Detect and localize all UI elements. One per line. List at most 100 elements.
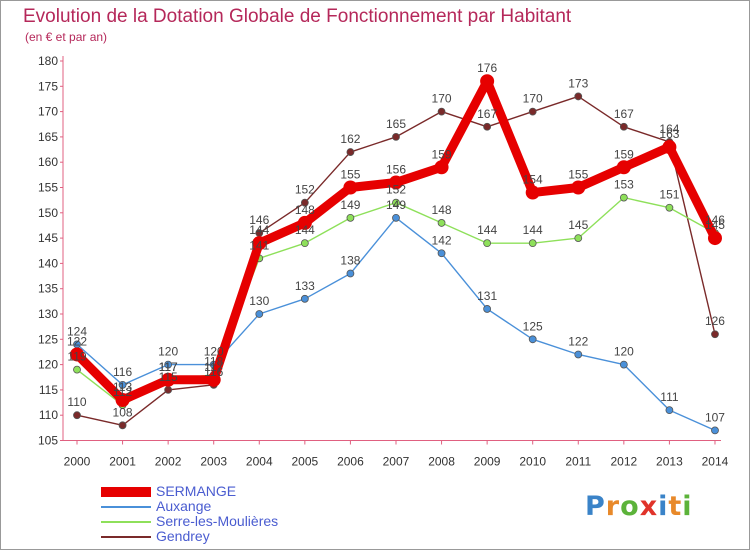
data-label-gendrey: 165: [386, 117, 406, 131]
data-point-serre-les-moulieres: [300, 239, 309, 248]
data-label-serre-les-moulieres: 146: [705, 213, 725, 227]
data-point-auxange: [619, 360, 628, 369]
data-label-sermange: 144: [249, 223, 269, 237]
logo-letter: P: [585, 491, 606, 522]
data-point-auxange: [164, 360, 173, 369]
legend-swatch-gendrey: [101, 536, 151, 538]
x-tick-label: 2002: [155, 455, 182, 469]
data-point-sermange: [252, 236, 267, 251]
y-tick-label: 180: [38, 54, 58, 68]
data-label-auxange: 120: [204, 345, 224, 359]
data-point-auxange: [392, 213, 400, 222]
x-tick-label: 2007: [383, 455, 410, 469]
data-label-serre-les-moulieres: 117: [159, 360, 178, 374]
data-point-gendrey: [619, 122, 628, 131]
data-point-auxange: [483, 305, 492, 313]
data-point-serre-les-moulieres: [437, 219, 446, 227]
data-label-gendrey: 108: [113, 405, 133, 419]
data-label-serre-les-moulieres: 144: [295, 223, 315, 237]
x-tick-label: 2012: [610, 455, 637, 469]
data-label-gendrey: 170: [432, 92, 452, 106]
data-label-serre-les-moulieres: 153: [614, 178, 634, 192]
data-point-auxange: [665, 406, 674, 415]
y-tick-label: 125: [38, 332, 58, 346]
data-label-sermange: 113: [113, 380, 132, 394]
data-label-sermange: 117: [204, 360, 223, 374]
chart-subtitle: (en € et par an): [25, 30, 108, 44]
y-tick-label: 175: [38, 79, 58, 93]
data-label-sermange: 117: [159, 360, 178, 374]
data-point-gendrey: [164, 385, 173, 394]
data-label-sermange: 154: [523, 173, 543, 187]
data-point-serre-les-moulieres: [528, 239, 537, 248]
data-label-gendrey: 146: [249, 213, 269, 227]
data-label-auxange: 133: [295, 279, 315, 293]
x-tick-label: 2003: [200, 455, 227, 469]
logo-letter: i: [682, 491, 693, 522]
data-point-gendrey: [73, 411, 81, 420]
data-label-gendrey: 110: [67, 395, 86, 409]
data-label-gendrey: 116: [204, 365, 223, 379]
data-point-sermange: [206, 372, 221, 387]
data-point-sermange: [616, 160, 631, 175]
x-tick-label: 2011: [565, 455, 591, 469]
data-point-serre-les-moulieres: [346, 213, 355, 222]
y-tick-label: 160: [38, 155, 58, 169]
x-tick-label: 2014: [702, 455, 729, 469]
data-point-gendrey: [574, 92, 583, 101]
legend-swatch-serre-les-moulieres: [101, 521, 151, 523]
chart-title: Evolution de la Dotation Globale de Fonc…: [23, 6, 572, 27]
data-label-gendrey: 152: [295, 183, 315, 197]
data-point-sermange: [343, 180, 358, 195]
data-label-serre-les-moulieres: 118: [204, 355, 223, 369]
data-point-sermange: [388, 175, 403, 190]
data-label-sermange: 163: [659, 127, 679, 141]
data-label-serre-les-moulieres: 144: [523, 223, 543, 237]
data-label-sermange: 122: [67, 334, 87, 348]
logo-letter: o: [620, 491, 640, 522]
data-label-gendrey: 170: [523, 92, 543, 106]
data-label-sermange: 176: [477, 61, 497, 75]
data-label-auxange: 138: [340, 254, 360, 268]
y-tick-label: 120: [38, 358, 58, 372]
data-point-serre-les-moulieres: [619, 193, 628, 202]
data-point-serre-les-moulieres: [483, 239, 492, 248]
data-point-auxange: [300, 294, 309, 303]
data-point-sermange: [662, 140, 677, 155]
data-point-auxange: [346, 269, 355, 278]
data-point-gendrey: [346, 148, 355, 156]
data-point-gendrey: [118, 421, 127, 430]
data-label-auxange: 130: [249, 294, 269, 308]
data-label-gendrey: 115: [159, 370, 178, 384]
data-label-gendrey: 126: [705, 314, 725, 328]
data-label-auxange: 116: [113, 365, 132, 379]
data-label-sermange: 159: [614, 147, 634, 161]
y-tick-label: 130: [38, 307, 58, 321]
data-point-gendrey: [528, 107, 537, 116]
data-label-serre-les-moulieres: 152: [386, 183, 406, 197]
data-point-auxange: [437, 249, 446, 258]
data-label-auxange: 107: [705, 410, 725, 424]
data-label-auxange: 124: [67, 324, 87, 338]
x-tick-label: 2009: [474, 455, 501, 469]
data-label-auxange: 120: [614, 345, 634, 359]
data-point-sermange: [571, 180, 586, 195]
data-label-sermange: 155: [568, 168, 588, 182]
logo-letter: x: [639, 491, 659, 522]
x-tick-label: 2013: [656, 455, 683, 469]
data-label-sermange: 156: [386, 162, 406, 176]
logo-letter: r: [605, 491, 621, 522]
data-point-auxange: [255, 310, 264, 318]
data-point-sermange: [480, 74, 495, 89]
data-label-gendrey: 167: [477, 107, 497, 121]
data-point-auxange: [528, 335, 537, 344]
data-point-gendrey: [392, 132, 400, 141]
data-label-serre-les-moulieres: 145: [568, 218, 588, 232]
data-point-serre-les-moulieres: [574, 234, 583, 243]
x-tick-label: 2006: [337, 455, 364, 469]
logo-letter: t: [668, 491, 683, 522]
x-tick-label: 2005: [291, 455, 318, 469]
legend-swatch-auxange: [101, 506, 151, 508]
data-point-auxange: [711, 426, 719, 435]
